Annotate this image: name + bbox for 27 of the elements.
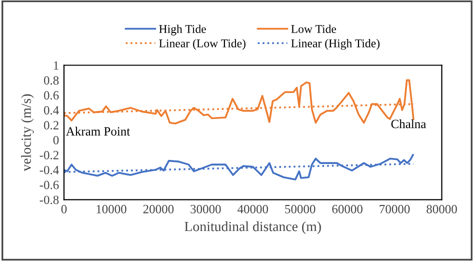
- y-axis-title: velocity (m/s): [21, 94, 34, 172]
- annotation: Chalna: [391, 119, 426, 128]
- x-tick-label: 70000: [380, 204, 410, 214]
- y-tick-label: 0.8: [44, 76, 59, 85]
- y-tick-label: 0.2: [44, 121, 58, 130]
- y-tick-label: -0.4: [40, 166, 59, 174]
- y-tick-label: 1: [54, 61, 58, 70]
- y-tick-label: 0: [53, 136, 59, 144]
- x-tick-label: 40000: [238, 204, 268, 214]
- legend-label: High Tide: [159, 24, 206, 36]
- legend-label: Linear (High Tide): [291, 39, 380, 50]
- y-tick-label: 0.6: [44, 91, 59, 100]
- x-tick-label: 80000: [426, 204, 457, 214]
- x-tick-label: 20000: [143, 204, 174, 214]
- x-tick-label: 50000: [285, 204, 316, 214]
- x-tick-label: 30000: [190, 204, 221, 214]
- y-tick-label: -0.2: [40, 150, 58, 160]
- legend-label: Low Tide: [291, 24, 336, 34]
- annotation: Akram Point: [66, 126, 130, 136]
- x-tick-label: 0: [61, 204, 67, 214]
- x-tick-label: 10000: [96, 204, 126, 214]
- y-tick-label: -0.6: [40, 180, 59, 190]
- x-tick-label: 60000: [332, 204, 362, 214]
- legend-label: Linear (Low Tide): [159, 39, 246, 50]
- y-tick-label: -0.8: [40, 196, 59, 204]
- y-tick-label: 0.4: [44, 106, 59, 115]
- x-axis-title: Lonitudinal distance (m): [184, 221, 321, 234]
